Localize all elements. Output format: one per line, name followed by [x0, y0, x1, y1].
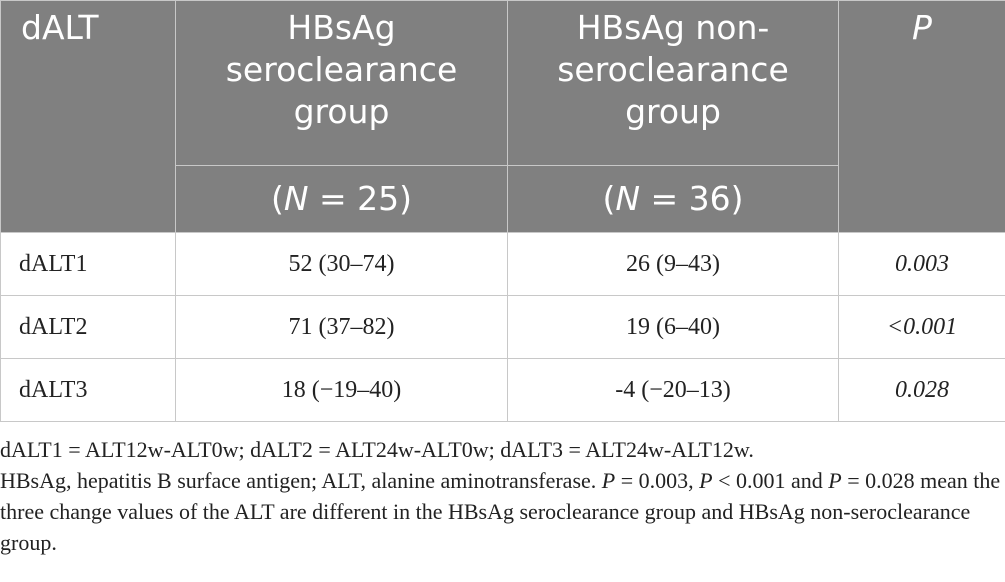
footnote-text: = 0.028 mean the three change values of …	[0, 468, 1001, 555]
header-cell: dALT	[0, 0, 176, 233]
table-cell: 18 (−19–40)	[175, 358, 508, 422]
table-cell: 19 (6–40)	[507, 295, 839, 359]
table-cell: 26 (9–43)	[507, 232, 839, 296]
table-cell: dALT3	[0, 358, 176, 422]
table-row: dALT3 18 (−19–40) -4 (−20–13) 0.028	[0, 358, 1005, 422]
data-table: dALT HBsAg seroclearance group HBsAg non…	[0, 0, 1005, 422]
footnote: dALT1 = ALT12w-ALT0w; dALT2 = ALT24w-ALT…	[0, 434, 1001, 465]
table-cell: 0.028	[838, 358, 1005, 422]
header-cell: P	[838, 0, 1005, 233]
subheader-cell: (N = 25)	[175, 165, 508, 233]
table-row: dALT1 52 (30–74) 26 (9–43) 0.003	[0, 232, 1005, 296]
footnotes: dALT1 = ALT12w-ALT0w; dALT2 = ALT24w-ALT…	[0, 422, 1005, 558]
table-cell: dALT1	[0, 232, 176, 296]
header-cell: HBsAg seroclearance group	[175, 0, 508, 166]
header-cell: HBsAg non-seroclearance group	[507, 0, 839, 166]
footnote-text: P	[699, 468, 713, 493]
table-cell: 52 (30–74)	[175, 232, 508, 296]
table-cell: -4 (−20–13)	[507, 358, 839, 422]
subheader-text: = 25)	[308, 179, 413, 218]
subheader-text: N	[283, 179, 309, 218]
footnote-text: P	[828, 468, 842, 493]
footnote-text: < 0.001 and	[712, 468, 829, 493]
subheader-text: (	[270, 179, 284, 218]
table-cell: 71 (37–82)	[175, 295, 508, 359]
subheader-cell: (N = 36)	[507, 165, 839, 233]
table-cell: dALT2	[0, 295, 176, 359]
subheader-text: = 36)	[640, 179, 744, 218]
footnote: HBsAg, hepatitis B surface antigen; ALT,…	[0, 465, 1001, 558]
table-row: dALT2 71 (37–82) 19 (6–40) <0.001	[0, 295, 1005, 359]
table-cell: 0.003	[838, 232, 1005, 296]
table-cell: <0.001	[838, 295, 1005, 359]
subheader-text: N	[615, 179, 641, 218]
footnote-text: HBsAg, hepatitis B surface antigen; ALT,…	[0, 468, 602, 493]
footnote-text: P	[601, 468, 616, 493]
footnote-text: dALT1 = ALT12w-ALT0w; dALT2 = ALT24w-ALT…	[0, 437, 754, 462]
footnote-text: = 0.003,	[615, 468, 700, 493]
subheader-text: (	[602, 179, 616, 218]
